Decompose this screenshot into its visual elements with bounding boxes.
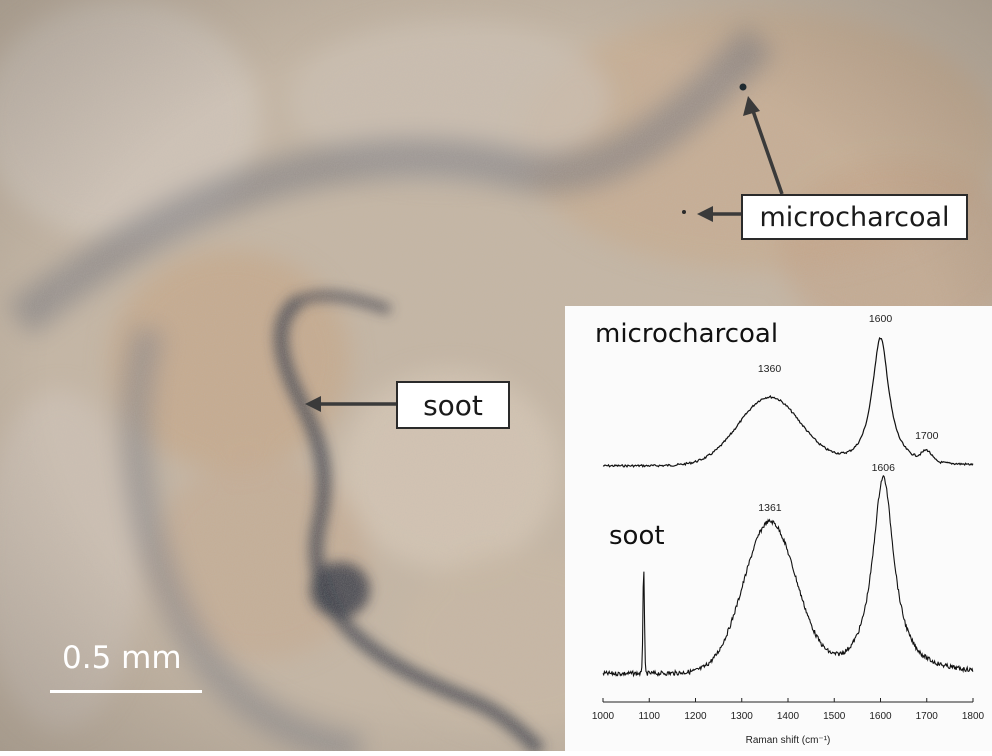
x-tick-label: 1100 xyxy=(638,711,660,722)
charcoal-particle xyxy=(739,83,747,91)
charcoal-particle xyxy=(682,210,686,214)
arrow-to-particle-2 xyxy=(697,206,741,222)
soot-label: soot xyxy=(396,381,510,429)
peak-label: 1700 xyxy=(915,430,939,442)
microcharcoal-spectrum-line xyxy=(602,336,974,468)
arrow-to-soot xyxy=(305,396,396,412)
microcharcoal-label: microcharcoal xyxy=(741,194,968,240)
raman-spectra-inset: 1000 1100 1200 1300 1400 1500 1600 1700 1800 Rama… xyxy=(565,306,992,751)
peak-label: 1606 xyxy=(872,462,896,474)
peak-label: 1600 xyxy=(869,313,893,325)
x-tick-label: 1500 xyxy=(823,711,846,722)
x-tick-label: 1600 xyxy=(869,711,892,722)
x-axis-label: Raman shift (cm⁻¹) xyxy=(746,735,831,746)
x-tick-label: 1000 xyxy=(592,711,615,722)
scale-bar xyxy=(50,690,202,693)
raman-spectra-chart: 1000 1100 1200 1300 1400 1500 1600 1700 1800 Rama… xyxy=(592,313,985,746)
microcharcoal-series-label: microcharcoal xyxy=(595,319,778,349)
soot-spectrum-line xyxy=(602,474,974,678)
x-tick-label: 1700 xyxy=(916,711,939,722)
scale-bar-label: 0.5 mm xyxy=(62,640,182,676)
x-tick-label: 1200 xyxy=(684,711,707,722)
x-tick-label: 1400 xyxy=(777,711,800,722)
soot-series-label: soot xyxy=(609,521,665,551)
peak-label: 1361 xyxy=(758,502,782,514)
x-tick-label: 1300 xyxy=(731,711,754,722)
arrow-to-particle-1 xyxy=(743,96,784,195)
x-tick-label: 1800 xyxy=(962,711,985,722)
peak-label: 1360 xyxy=(758,363,782,375)
